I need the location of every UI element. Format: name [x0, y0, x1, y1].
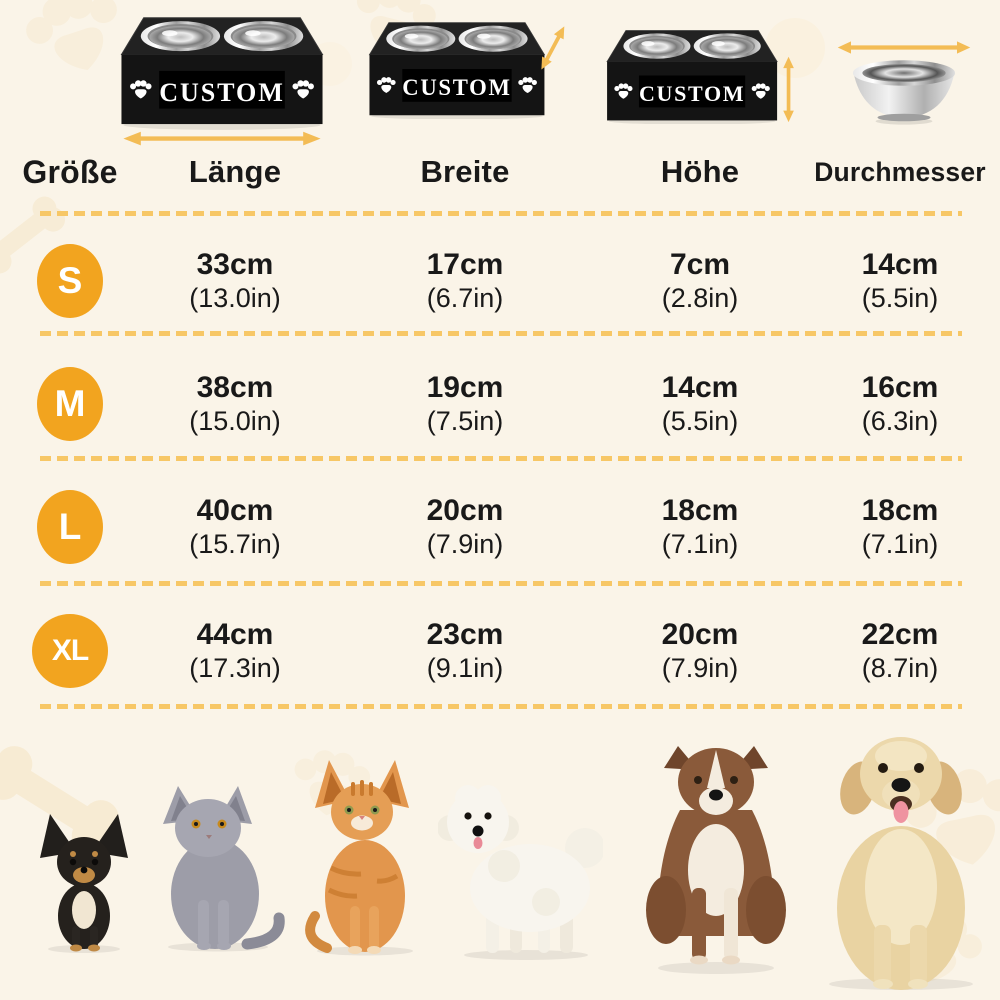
- cell-m-breite: 19cm (7.5in): [426, 371, 504, 436]
- cell-m-laenge: 38cm (15.0in): [189, 371, 281, 436]
- amstaff-dog-image: [636, 738, 796, 978]
- size-badge-m: M: [37, 367, 103, 441]
- height-arrow-icon: [783, 56, 794, 123]
- chihuahua-image: [36, 808, 136, 953]
- blob-watermark: [765, 18, 825, 78]
- table-row-s: S 33cm (13.0in) 17cm (6.7in) 7cm (2.8in) 14…: [0, 231, 1000, 331]
- cell-l-hoehe: 18cm (7.1in): [661, 494, 739, 559]
- size-badge-s: S: [37, 244, 103, 318]
- cell-l-breite: 20cm (7.9in): [426, 494, 504, 559]
- cell-xl-breite: 23cm (9.1in): [426, 618, 504, 683]
- dashed-divider: [40, 211, 962, 216]
- bowl-stand-image: CUSTOM: [120, 17, 324, 146]
- cell-m-hoehe: 14cm (5.5in): [661, 371, 739, 436]
- length-arrow-icon: [123, 131, 321, 146]
- paw-icon: [130, 80, 152, 99]
- table-row-m: M 38cm (15.0in) 19cm (7.5in) 14cm (5.5in) 1…: [0, 354, 1000, 454]
- cell-s-durchmesser: 14cm (5.5in): [861, 248, 939, 313]
- size-badge-xl: XL: [32, 614, 108, 688]
- cell-xl-hoehe: 20cm (7.9in): [661, 618, 739, 683]
- header-durchmesser: Durchmesser: [814, 156, 986, 187]
- grey-cat-image: [152, 772, 287, 952]
- cell-m-durchmesser: 16cm (6.3in): [861, 371, 939, 436]
- diameter-arrow-icon: [837, 41, 971, 54]
- white-fluffy-dog-image: [438, 770, 603, 960]
- paw-icon: [518, 77, 537, 93]
- paw-watermark-icon: [26, 0, 117, 70]
- header-hoehe: Höhe: [660, 154, 740, 189]
- cell-s-breite: 17cm (6.7in): [426, 248, 504, 313]
- paw-icon: [751, 83, 770, 99]
- cell-xl-laenge: 44cm (17.3in): [189, 618, 281, 683]
- steel-bowl-image: [837, 41, 971, 125]
- dashed-divider: [40, 704, 962, 709]
- cell-s-hoehe: 7cm (2.8in): [661, 248, 739, 313]
- bowl-stand-image: CUSTOM: [368, 22, 565, 119]
- bowl-stand-image: CUSTOM: [606, 30, 794, 124]
- golden-retriever-image: [806, 722, 996, 992]
- cell-s-laenge: 33cm (13.0in): [189, 248, 281, 313]
- product-figure-length: CUSTOM: [106, 10, 338, 147]
- ginger-cat-image: [305, 756, 425, 956]
- cell-l-laenge: 40cm (15.7in): [189, 494, 281, 559]
- product-figure-width: CUSTOM: [356, 16, 568, 119]
- product-figure-height: CUSTOM: [594, 24, 800, 124]
- table-header-row: Größe Länge Breite Höhe Durchmesser: [0, 150, 1000, 194]
- paw-icon: [376, 77, 396, 93]
- width-arrow-icon: [541, 26, 565, 70]
- custom-engraving-text: CUSTOM: [402, 75, 511, 100]
- product-figure-diameter: [833, 38, 975, 125]
- header-laenge: Länge: [188, 154, 282, 189]
- header-groesse: Größe: [22, 153, 118, 190]
- custom-engraving-text: CUSTOM: [639, 81, 745, 106]
- custom-engraving-text: CUSTOM: [159, 78, 285, 107]
- header-breite: Breite: [420, 154, 510, 189]
- size-badge-l: L: [37, 490, 103, 564]
- dashed-divider: [40, 456, 962, 461]
- paw-icon: [614, 83, 633, 99]
- table-row-l: L 40cm (15.7in) 20cm (7.9in) 18cm (7.1in) 1…: [0, 477, 1000, 577]
- paw-icon: [292, 80, 314, 99]
- dashed-divider: [40, 581, 962, 586]
- cell-l-durchmesser: 18cm (7.1in): [861, 494, 939, 559]
- table-row-xl: XL 44cm (17.3in) 23cm (9.1in) 20cm (7.9in) …: [0, 601, 1000, 701]
- cell-xl-durchmesser: 22cm (8.7in): [861, 618, 939, 683]
- dashed-divider: [40, 331, 962, 336]
